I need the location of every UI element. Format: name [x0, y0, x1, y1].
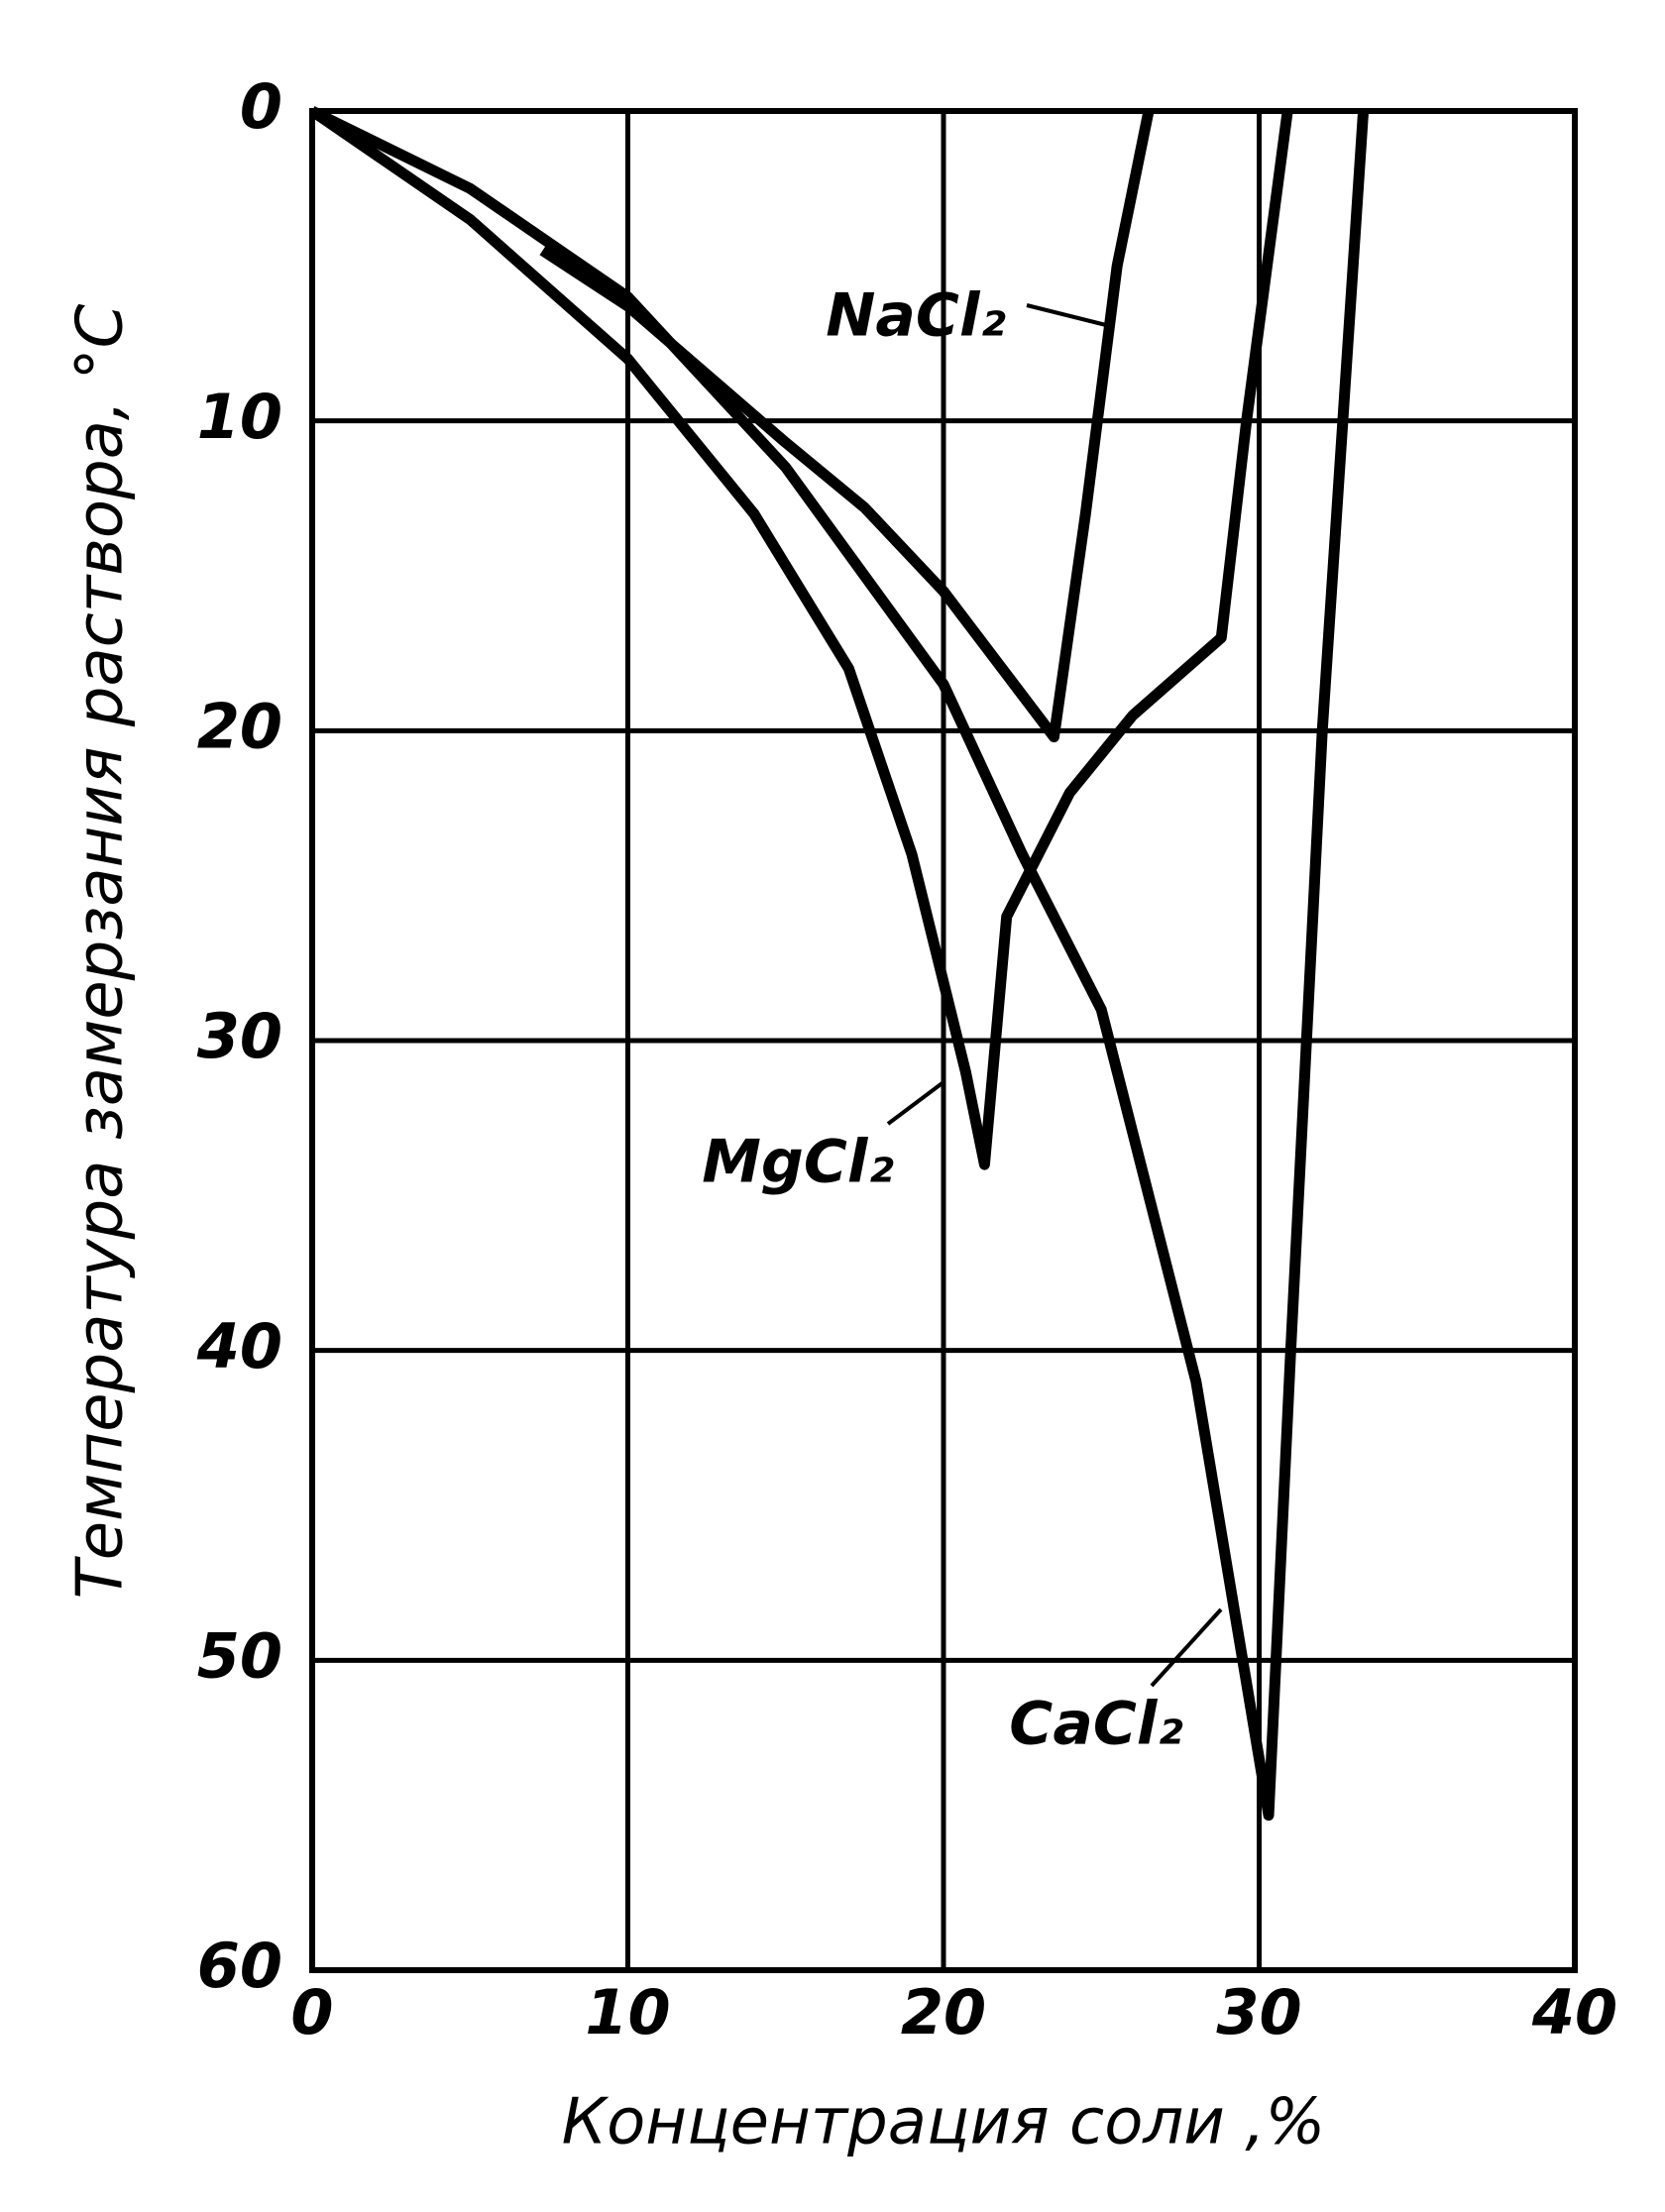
plot-frame	[309, 108, 1578, 1973]
series-label: MgCl₂	[702, 1128, 894, 1197]
y-axis-label: Температура замерзания раствора, °С	[64, 303, 138, 1599]
x-tick-label: 40	[1531, 1976, 1617, 2048]
series-label: CaCl₂	[1009, 1690, 1182, 1759]
series-line	[539, 109, 1155, 743]
leader-line	[1026, 303, 1111, 328]
series-label: NaCl₂	[826, 281, 1006, 351]
x-tick-label: 30	[1216, 1976, 1301, 2048]
series-line	[308, 106, 1293, 1170]
y-tick-label: 60	[197, 1930, 282, 2002]
x-tick-label: 10	[585, 1976, 670, 2048]
y-tick-label: 50	[197, 1619, 282, 1692]
leader-line	[1150, 1607, 1223, 1688]
y-tick-label: 40	[196, 1310, 282, 1382]
y-tick-label: 0	[240, 70, 282, 143]
x-tick-label: 20	[901, 1976, 986, 2048]
series-line	[309, 106, 1370, 1822]
y-tick-label: 30	[197, 1000, 282, 1072]
x-axis-label: Концентрация соли ,%	[562, 2086, 1326, 2159]
leader-line	[886, 1080, 945, 1126]
y-tick-label: 20	[197, 690, 282, 762]
x-tick-label: 0	[290, 1976, 333, 2048]
y-tick-label: 10	[197, 381, 282, 453]
